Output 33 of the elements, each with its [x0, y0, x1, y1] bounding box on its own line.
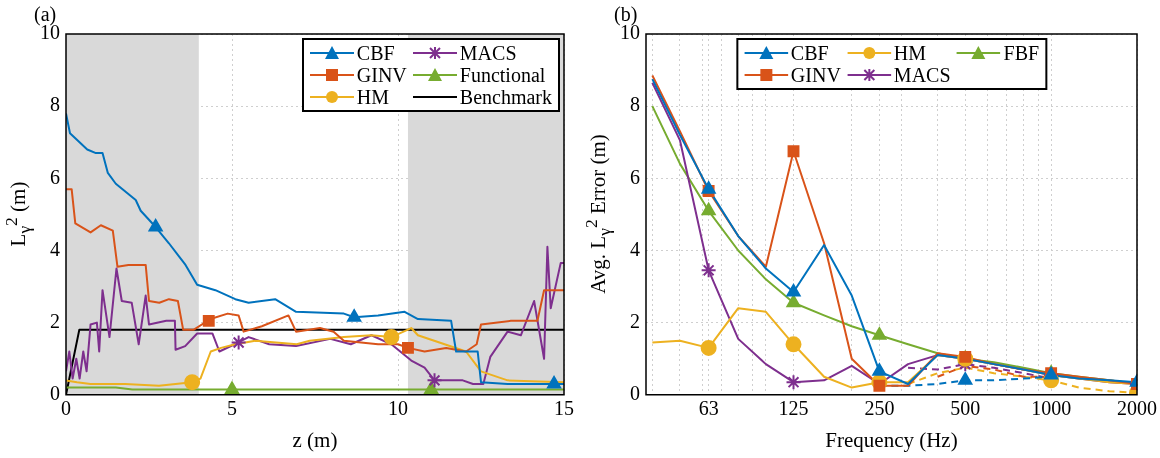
legend-label: HM [893, 42, 927, 64]
x-tick-label: 500 [950, 397, 981, 420]
legend-label: Benchmark [459, 86, 552, 108]
y-tick-label: 2 [630, 309, 640, 332]
y-tick-label: 6 [50, 165, 60, 188]
y-tick-label: 6 [630, 165, 640, 188]
legend-label: MACS [459, 42, 517, 64]
legend-label: MACS [893, 64, 951, 86]
legend-label: CBF [356, 42, 395, 64]
y-tick-label: 2 [50, 309, 60, 332]
legend-label: HM [356, 86, 390, 108]
x-axis-title: Frequency (Hz) [825, 427, 958, 452]
x-tick-label: 63 [698, 397, 719, 420]
legend-label: FBF [1003, 42, 1040, 64]
legend-label: CBF [790, 42, 829, 64]
x-tick-label: 15 [554, 397, 574, 420]
x-axis-title: z (m) [292, 427, 338, 452]
x-tick-label: 2000 [1117, 397, 1157, 420]
y-tick-label: 8 [630, 93, 640, 116]
x-tick-label: 10 [388, 397, 408, 420]
y-tick-label: 4 [630, 237, 640, 260]
x-tick-label: 125 [778, 397, 809, 420]
x-tick-label: 1000 [1031, 397, 1072, 420]
legend-label: GINV [790, 64, 841, 86]
y-tick-label: 0 [630, 382, 640, 405]
y-tick-label: 0 [50, 382, 60, 405]
x-tick-label: 5 [227, 397, 237, 420]
y-tick-label: 8 [50, 93, 60, 116]
x-tick-label: 250 [864, 397, 895, 420]
legend-label: GINV [356, 64, 407, 86]
y-tick-label: 4 [50, 237, 60, 260]
chart-title: (b) [614, 3, 638, 27]
legend-label: Functional [459, 64, 546, 86]
